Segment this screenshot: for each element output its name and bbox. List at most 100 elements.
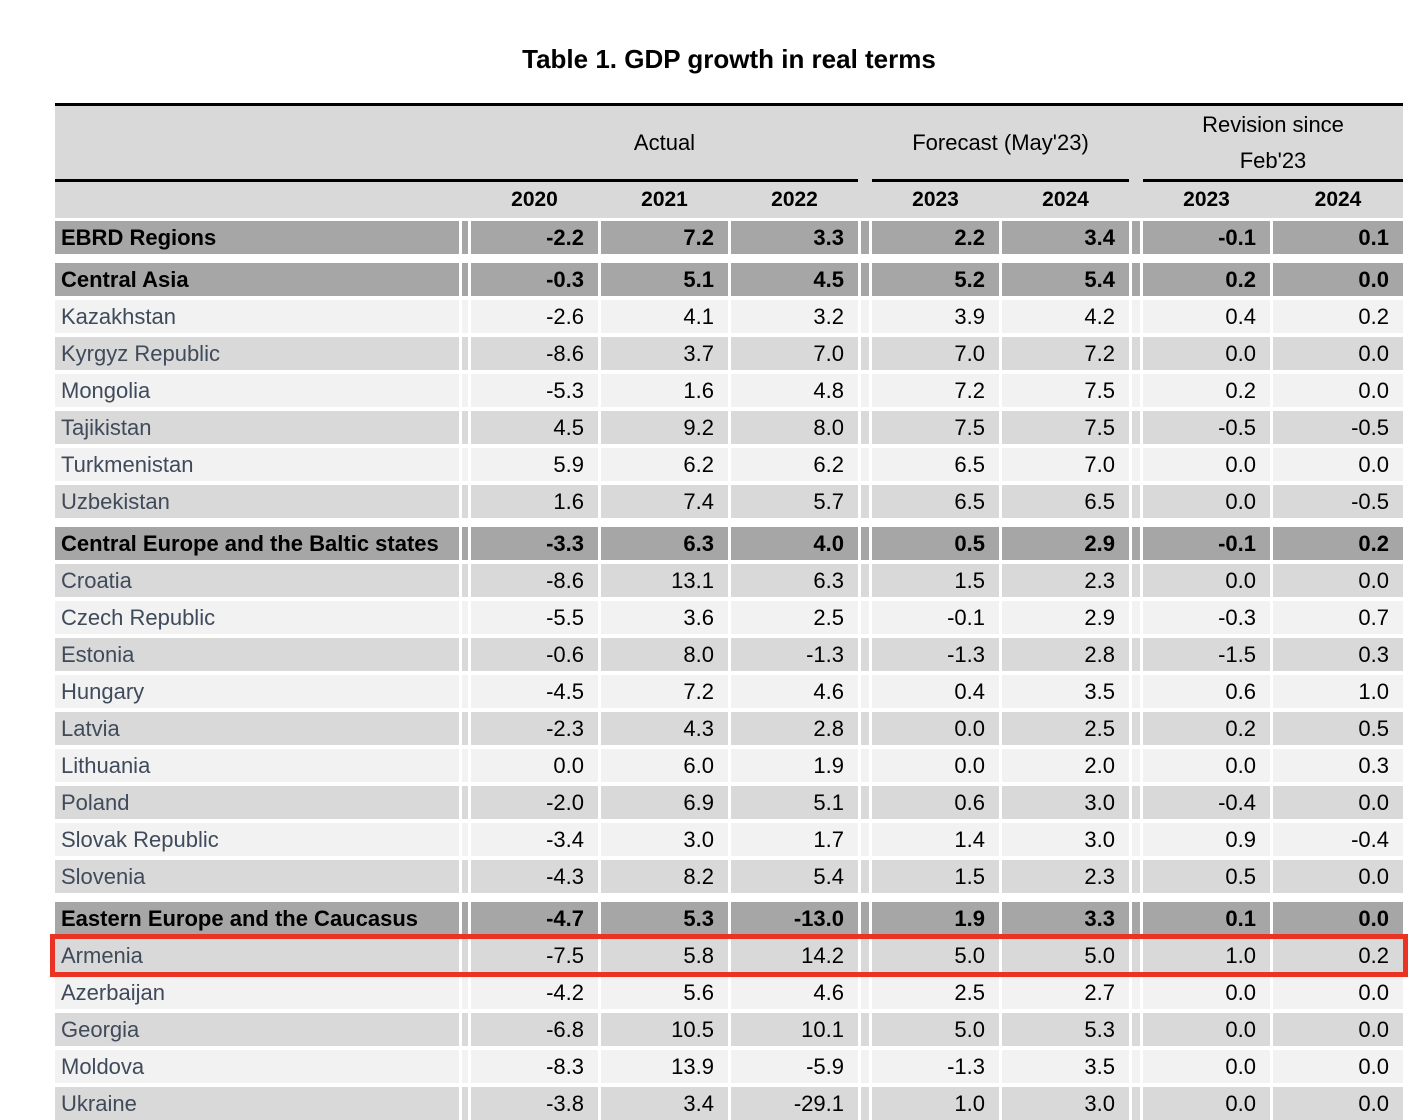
- group-spacer: [1132, 860, 1140, 893]
- cell-rev-2023: -0.1: [1143, 221, 1270, 254]
- cell-2021: 3.7: [601, 337, 728, 370]
- cell-2024: 2.0: [1002, 749, 1129, 782]
- column-spacer: [462, 564, 468, 597]
- cell-rev-2024: -0.5: [1273, 411, 1403, 444]
- cell-2024: 3.0: [1002, 823, 1129, 856]
- cell-2022: 3.3: [731, 221, 858, 254]
- cell-2023: -0.1: [872, 601, 999, 634]
- row-kazakhstan: Kazakhstan -2.6 4.1 3.2 3.9 4.2 0.4 0.2: [55, 300, 1403, 333]
- group-spacer: [861, 527, 869, 560]
- cell-2022: 4.6: [731, 976, 858, 1009]
- cell-2024: 2.7: [1002, 976, 1129, 1009]
- header-group-forecast: Forecast (May'23): [872, 106, 1129, 182]
- cell-2023: 1.0: [872, 1087, 999, 1120]
- cell-2024: 2.9: [1002, 527, 1129, 560]
- cell-2024: 5.3: [1002, 1013, 1129, 1046]
- column-spacer: [462, 638, 468, 671]
- column-spacer: [462, 902, 468, 935]
- cell-2020: -3.8: [471, 1087, 598, 1120]
- group-spacer: [1132, 786, 1140, 819]
- group-spacer: [1132, 1087, 1140, 1120]
- row-croatia: Croatia -8.6 13.1 6.3 1.5 2.3 0.0 0.0: [55, 564, 1403, 597]
- cell-rev-2024: 0.0: [1273, 786, 1403, 819]
- group-spacer: [861, 221, 869, 254]
- row-label: Central Europe and the Baltic states: [55, 527, 459, 560]
- column-spacer: [462, 448, 468, 481]
- column-spacer: [462, 374, 468, 407]
- cell-rev-2024: 0.2: [1273, 527, 1403, 560]
- column-spacer: [462, 485, 468, 518]
- cell-2023: 1.4: [872, 823, 999, 856]
- year-blank: [55, 182, 459, 218]
- cell-2021: 1.6: [601, 374, 728, 407]
- cell-2023: -1.3: [872, 1050, 999, 1083]
- group-spacer: [1132, 939, 1140, 972]
- group-spacer: [1132, 823, 1140, 856]
- year-spacer: [1132, 182, 1140, 218]
- row-tajikistan: Tajikistan 4.5 9.2 8.0 7.5 7.5 -0.5 -0.5: [55, 411, 1403, 444]
- cell-2021: 8.2: [601, 860, 728, 893]
- cell-2024: 7.0: [1002, 448, 1129, 481]
- year-2024-forecast: 2024: [1042, 188, 1089, 211]
- table-body: EBRD Regions -2.2 7.2 3.3 2.2 3.4 -0.1 0.1 Centr…: [50, 221, 1408, 1120]
- cell-2024: 6.5: [1002, 485, 1129, 518]
- cell-2023: 1.9: [872, 902, 999, 935]
- cell-rev-2023: 0.2: [1143, 712, 1270, 745]
- cell-2024: 2.9: [1002, 601, 1129, 634]
- year-2023-forecast: 2023: [912, 188, 959, 211]
- cell-2024: 3.5: [1002, 675, 1129, 708]
- cell-2021: 6.9: [601, 786, 728, 819]
- row-label: Georgia: [55, 1013, 459, 1046]
- cell-2023: 0.6: [872, 786, 999, 819]
- cell-rev-2023: 0.0: [1143, 749, 1270, 782]
- cell-2020: -8.6: [471, 337, 598, 370]
- year-2020: 2020: [511, 188, 558, 211]
- cell-2022: -13.0: [731, 902, 858, 935]
- group-divider: [1129, 106, 1143, 182]
- cell-rev-2023: 0.9: [1143, 823, 1270, 856]
- cell-2022: 2.5: [731, 601, 858, 634]
- row-label: Slovenia: [55, 860, 459, 893]
- cell-2024: 3.0: [1002, 1087, 1129, 1120]
- cell-2024: 7.2: [1002, 337, 1129, 370]
- cell-2020: -0.6: [471, 638, 598, 671]
- cell-2024: 2.5: [1002, 712, 1129, 745]
- row-armenia: Armenia -7.5 5.8 14.2 5.0 5.0 1.0 0.2: [50, 934, 1408, 977]
- cell-rev-2024: 0.0: [1273, 902, 1403, 935]
- cell-2021: 8.0: [601, 638, 728, 671]
- group-spacer: [861, 337, 869, 370]
- cell-2022: 4.5: [731, 263, 858, 296]
- row-label: Croatia: [55, 564, 459, 597]
- group-spacer: [1132, 749, 1140, 782]
- row-central-europe-and-the-baltic-states: Central Europe and the Baltic states -3.3…: [55, 527, 1403, 560]
- group-spacer: [1132, 712, 1140, 745]
- row-central-asia: Central Asia -0.3 5.1 4.5 5.2 5.4 0.2 0.0: [55, 263, 1403, 296]
- cell-2020: 4.5: [471, 411, 598, 444]
- cell-2023: 6.5: [872, 485, 999, 518]
- year-spacer: [462, 182, 468, 218]
- group-spacer: [861, 675, 869, 708]
- group-spacer: [1132, 1013, 1140, 1046]
- cell-rev-2024: 0.0: [1273, 1013, 1403, 1046]
- cell-rev-2024: 0.0: [1273, 337, 1403, 370]
- cell-2021: 5.8: [601, 939, 728, 972]
- cell-rev-2024: 0.0: [1273, 1087, 1403, 1120]
- column-spacer: [462, 749, 468, 782]
- group-spacer: [861, 749, 869, 782]
- row-label: Latvia: [55, 712, 459, 745]
- group-spacer: [1132, 411, 1140, 444]
- column-spacer: [462, 939, 468, 972]
- cell-rev-2024: 1.0: [1273, 675, 1403, 708]
- cell-2023: 2.5: [872, 976, 999, 1009]
- cell-2023: 5.0: [872, 939, 999, 972]
- group-spacer: [1132, 263, 1140, 296]
- cell-rev-2024: 0.1: [1273, 221, 1403, 254]
- row-lithuania: Lithuania 0.0 6.0 1.9 0.0 2.0 0.0 0.3: [55, 749, 1403, 782]
- row-label: Czech Republic: [55, 601, 459, 634]
- row-label: Slovak Republic: [55, 823, 459, 856]
- cell-2022: 4.0: [731, 527, 858, 560]
- cell-rev-2023: 0.0: [1143, 976, 1270, 1009]
- group-spacer: [861, 860, 869, 893]
- cell-rev-2023: -1.5: [1143, 638, 1270, 671]
- column-spacer: [462, 976, 468, 1009]
